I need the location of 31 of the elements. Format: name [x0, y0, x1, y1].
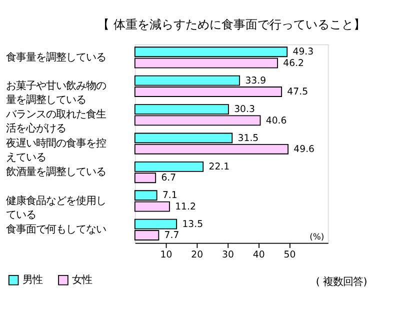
data-label: 47.5 [287, 86, 308, 98]
data-label: 7.7 [164, 230, 180, 242]
data-label: 40.6 [266, 115, 287, 126]
data-label: 49.6 [294, 144, 315, 155]
y-tick-label: 飲酒量を調整している [6, 166, 106, 178]
x-tick-label: 50 [284, 249, 296, 260]
data-label: 13.5 [182, 218, 204, 230]
data-label: 22.1 [208, 161, 230, 172]
data-label: 33.9 [245, 75, 266, 86]
x-tick-label: 40 [252, 249, 265, 260]
x-tick-label: 10 [160, 249, 172, 260]
data-label: 49.3 [292, 46, 314, 58]
data-label: 11.2 [175, 201, 196, 212]
data-label: 7.1 [162, 190, 178, 202]
text: ( 複数回答) [316, 276, 368, 288]
legend-label: 男性 [22, 274, 42, 286]
x-tick-label: 30 [222, 249, 234, 260]
data-label: 31.5 [238, 132, 259, 144]
y-tick-label: お菓子や甘い飲み物の量を調整している [6, 80, 106, 106]
y-tick-label: バランスの取れた食生活を心がける [5, 108, 106, 135]
data-label: 46.2 [283, 58, 304, 69]
data-label: 30.3 [234, 104, 255, 116]
y-tick-label: 食事量を調整している [6, 51, 106, 64]
x-tick-label: 20 [191, 249, 204, 260]
y-tick-label: 健康食品などを使用している [6, 194, 106, 221]
y-tick-label: 夜遅い時間の食事を控えている [6, 137, 106, 164]
data-label: 6.7 [161, 172, 176, 184]
y-tick-label: 食事面で何もしてない [6, 223, 106, 236]
x-axis-title: (%) [310, 232, 324, 242]
legend-label: 女性 [72, 274, 92, 286]
chart-title: 【 体重を減らすために食事面で行っていること】 [97, 17, 366, 32]
